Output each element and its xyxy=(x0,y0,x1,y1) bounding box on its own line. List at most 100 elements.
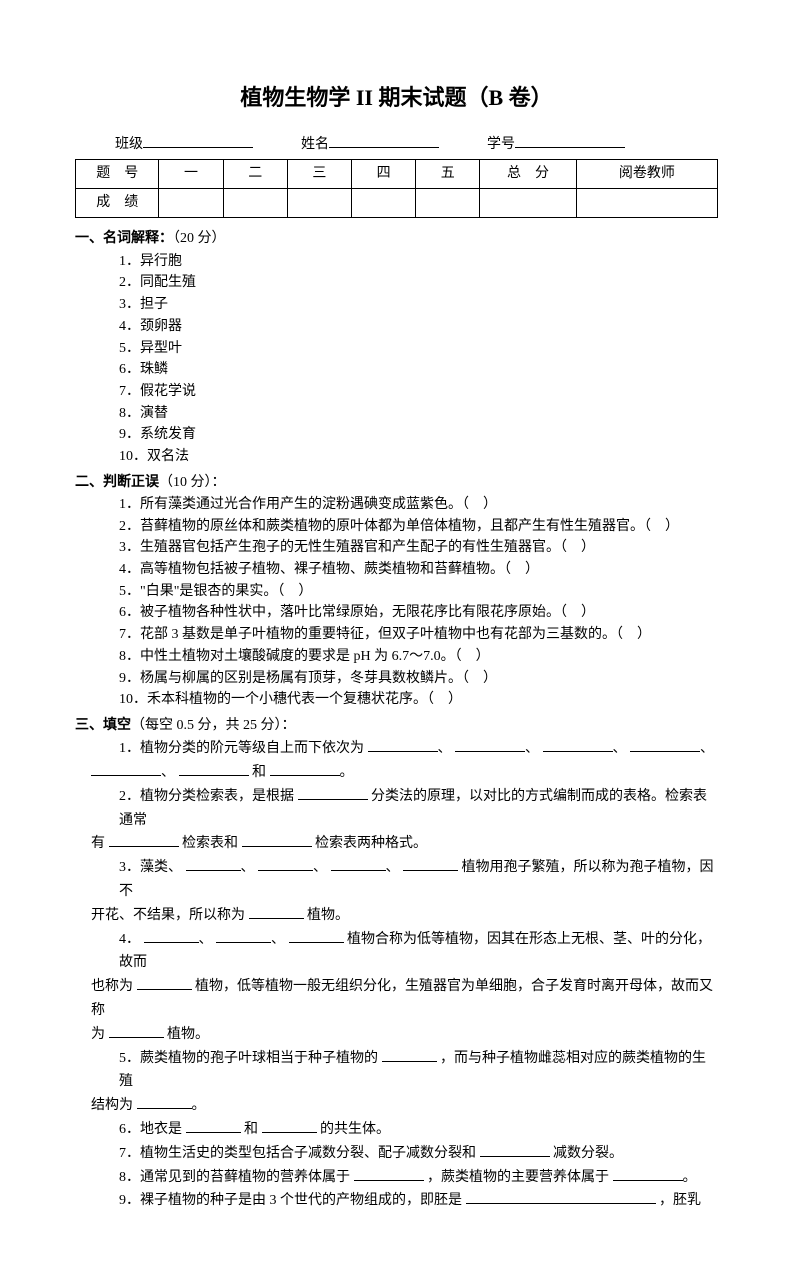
s2-item: 5．"白果"是银杏的果实。（ ） xyxy=(75,581,718,603)
blank[interactable] xyxy=(270,763,340,776)
q5-text-a: 5．蕨类植物的孢子叶球相当于种子植物的 xyxy=(119,1051,378,1066)
s2-item: 8．中性土植物对土壤酸碱度的要求是 pH 为 6.7～7.0。（ ） xyxy=(75,646,718,668)
blank[interactable] xyxy=(289,930,344,943)
page-title: 植物生物学 II 期末试题（B 卷） xyxy=(75,80,718,115)
q8-text-b: ，蕨类植物的主要营养体属于 xyxy=(427,1170,609,1185)
blank[interactable] xyxy=(455,739,525,752)
period: 。 xyxy=(340,765,354,780)
q2-text-a: 2．植物分类检索表，是根据 xyxy=(119,789,294,804)
s3-q3-cont: 开花、不结果，所以称为 植物。 xyxy=(75,904,718,928)
q5-text-c: 结构为 xyxy=(91,1098,133,1113)
section3-head: 三、填空（每空 0.5 分，共 25 分）： xyxy=(75,715,718,737)
sep: 、 xyxy=(386,860,400,875)
col-question-no: 题 号 xyxy=(76,159,159,188)
section2-title: 二、判断正误 xyxy=(75,475,159,490)
q2-text-e: 检索表两种格式。 xyxy=(315,836,427,851)
score-cell-1[interactable] xyxy=(159,188,223,217)
period: 。 xyxy=(192,1098,206,1113)
exam-page: 植物生物学 II 期末试题（B 卷） 班级 姓名 学号 题 号 一 二 三 四 … xyxy=(0,0,793,1273)
row-score-label: 成 绩 xyxy=(76,188,159,217)
s1-item: 1．异行胞 xyxy=(75,251,718,273)
score-cell-4[interactable] xyxy=(352,188,416,217)
q1-text-b: 和 xyxy=(252,765,266,780)
name-label: 姓名 xyxy=(301,134,329,156)
blank[interactable] xyxy=(354,1168,424,1181)
q2-text-c: 有 xyxy=(91,836,105,851)
s3-q7: 7．植物生活史的类型包括合子减数分裂、配子减数分裂和 减数分裂。 xyxy=(75,1142,718,1166)
s2-item: 4．高等植物包括被子植物、裸子植物、蕨类植物和苔藓植物。（ ） xyxy=(75,559,718,581)
blank[interactable] xyxy=(613,1168,683,1181)
blank[interactable] xyxy=(216,930,271,943)
score-cell-total[interactable] xyxy=(480,188,576,217)
blank[interactable] xyxy=(179,763,249,776)
blank[interactable] xyxy=(331,858,386,871)
id-blank[interactable] xyxy=(515,133,625,148)
blank[interactable] xyxy=(403,858,458,871)
section2-head: 二、判断正误（10 分）： xyxy=(75,472,718,494)
q4-text-a: 4． xyxy=(119,932,140,947)
s3-q4-cont: 也称为 植物，低等植物一般无组织分化，生殖器官为单细胞，合子发育时离开母体，故而… xyxy=(75,975,718,1023)
s1-item: 5．异型叶 xyxy=(75,338,718,360)
q1-text-a: 1．植物分类的阶元等级自上而下依次为 xyxy=(119,741,364,756)
s2-item: 2．苔藓植物的原丝体和蕨类植物的原叶体都为单倍体植物，且都产生有性生殖器官。（ … xyxy=(75,516,718,538)
blank[interactable] xyxy=(109,834,179,847)
section3-title: 三、填空 xyxy=(75,718,131,733)
q7-text-b: 减数分裂。 xyxy=(553,1146,623,1161)
score-table: 题 号 一 二 三 四 五 总 分 阅卷教师 成 绩 xyxy=(75,159,718,219)
name-blank[interactable] xyxy=(329,133,439,148)
id-field: 学号 xyxy=(487,133,625,156)
s3-q2: 2．植物分类检索表，是根据 分类法的原理，以对比的方式编制而成的表格。检索表通常 xyxy=(75,785,718,833)
blank[interactable] xyxy=(137,1096,192,1109)
class-blank[interactable] xyxy=(143,133,253,148)
sep: 、 xyxy=(313,860,327,875)
q9-text-b: ，胚乳 xyxy=(659,1193,701,1208)
s3-q1-cont: 、 和 。 xyxy=(75,761,718,785)
sep: 、 xyxy=(161,765,175,780)
s1-item: 10．双名法 xyxy=(75,446,718,468)
col-4: 四 xyxy=(352,159,416,188)
s3-q9: 9．裸子植物的种子是由 3 个世代的产物组成的，即胚是 ，胚乳 xyxy=(75,1189,718,1213)
s1-item: 3．担子 xyxy=(75,294,718,316)
score-header-row: 题 号 一 二 三 四 五 总 分 阅卷教师 xyxy=(76,159,718,188)
blank[interactable] xyxy=(137,977,192,990)
blank[interactable] xyxy=(466,1191,656,1204)
score-cell-5[interactable] xyxy=(416,188,480,217)
s2-item: 9．杨属与柳属的区别是杨属有顶芽，冬芽具数枚鳞片。（ ） xyxy=(75,668,718,690)
class-label: 班级 xyxy=(115,134,143,156)
blank[interactable] xyxy=(242,834,312,847)
s1-item: 4．颈卵器 xyxy=(75,316,718,338)
q4-text-c: 也称为 xyxy=(91,979,133,994)
s1-item: 2．同配生殖 xyxy=(75,272,718,294)
s3-q3: 3．藻类、 、 、 、 植物用孢子繁殖，所以称为孢子植物，因不 xyxy=(75,856,718,904)
blank[interactable] xyxy=(144,930,199,943)
blank[interactable] xyxy=(109,1025,164,1038)
blank[interactable] xyxy=(368,739,438,752)
s1-item: 7．假花学说 xyxy=(75,381,718,403)
col-5: 五 xyxy=(416,159,480,188)
score-value-row: 成 绩 xyxy=(76,188,718,217)
blank[interactable] xyxy=(630,739,700,752)
blank[interactable] xyxy=(186,858,241,871)
blank[interactable] xyxy=(298,787,368,800)
blank[interactable] xyxy=(249,906,304,919)
q8-text-a: 8．通常见到的苔藓植物的营养体属于 xyxy=(119,1170,350,1185)
section1-head: 一、名词解释：（20 分） xyxy=(75,228,718,250)
blank[interactable] xyxy=(258,858,313,871)
blank[interactable] xyxy=(543,739,613,752)
q2-text-d: 检索表和 xyxy=(182,836,238,851)
sep: 、 xyxy=(525,741,539,756)
sep: 、 xyxy=(700,741,714,756)
score-cell-teacher[interactable] xyxy=(576,188,717,217)
blank[interactable] xyxy=(480,1144,550,1157)
blank[interactable] xyxy=(382,1049,437,1062)
s3-q5: 5．蕨类植物的孢子叶球相当于种子植物的 ，而与种子植物雌蕊相对应的蕨类植物的生殖 xyxy=(75,1047,718,1095)
q6-text-c: 的共生体。 xyxy=(320,1122,390,1137)
col-1: 一 xyxy=(159,159,223,188)
score-cell-3[interactable] xyxy=(287,188,351,217)
score-cell-2[interactable] xyxy=(223,188,287,217)
period: 。 xyxy=(683,1170,697,1185)
s1-item: 6．珠鳞 xyxy=(75,359,718,381)
col-total: 总 分 xyxy=(480,159,576,188)
blank[interactable] xyxy=(91,763,161,776)
col-teacher: 阅卷教师 xyxy=(576,159,717,188)
